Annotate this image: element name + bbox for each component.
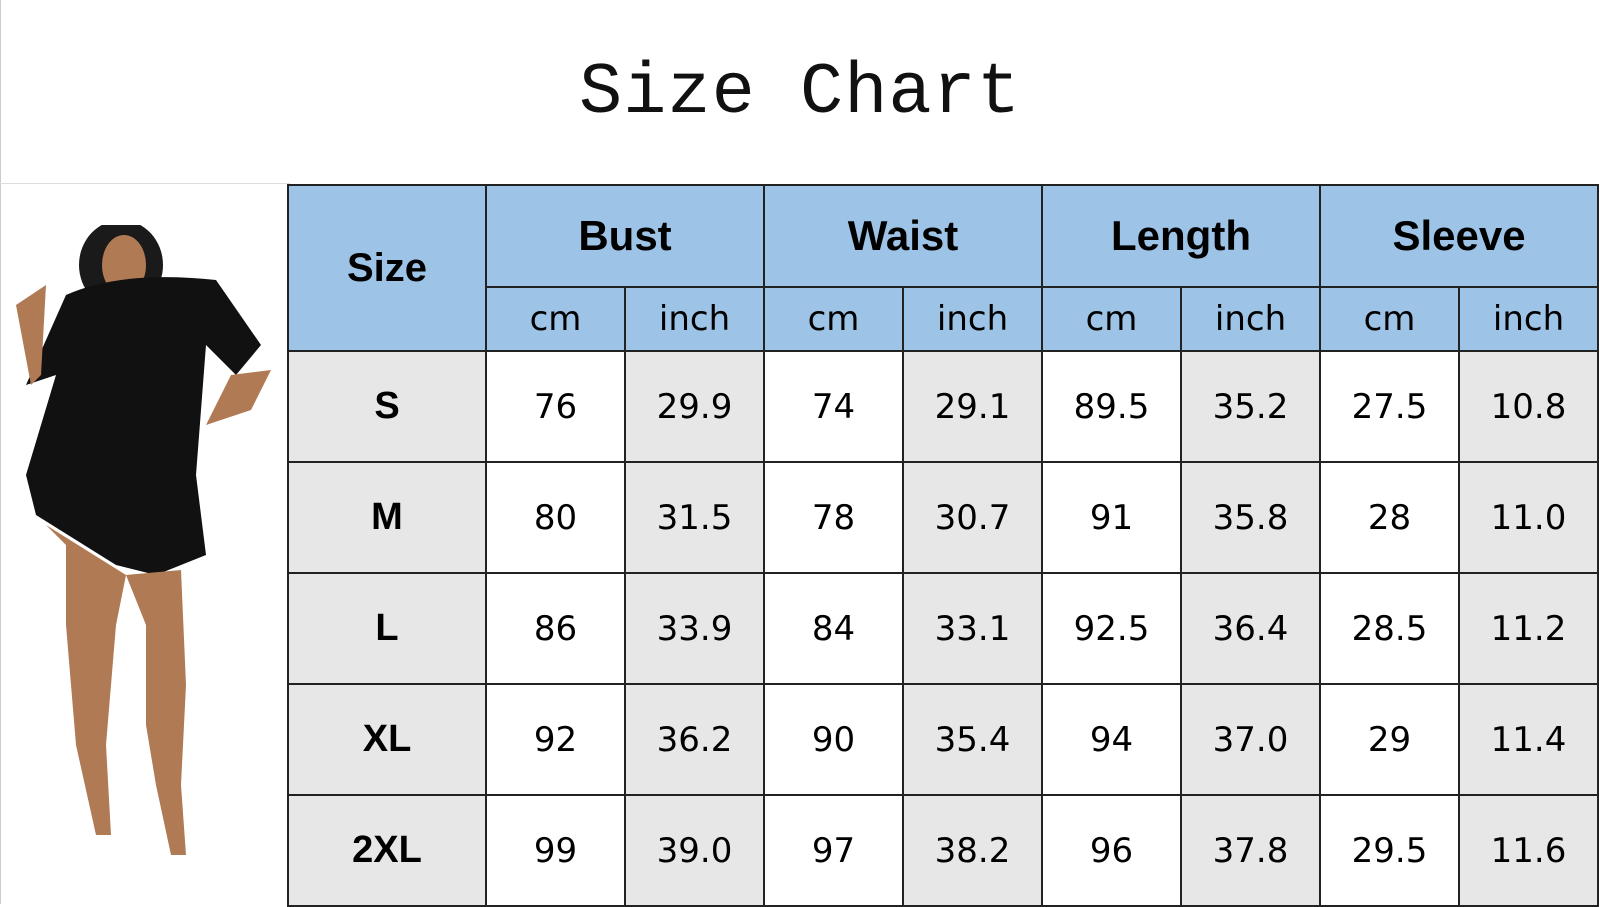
- cm-cell: 80: [485, 461, 626, 574]
- inch-cell: 33.9: [624, 572, 765, 685]
- cm-cell: 29: [1319, 683, 1460, 796]
- cm-cell: 74: [763, 350, 904, 463]
- unit-inch: inch: [1458, 286, 1599, 352]
- unit-cm: cm: [1041, 286, 1182, 352]
- sleeve-header: Sleeve: [1319, 184, 1599, 288]
- unit-inch: inch: [624, 286, 765, 352]
- unit-inch: inch: [902, 286, 1043, 352]
- inch-cell: 39.0: [624, 794, 765, 907]
- size-table: Size Bust Waist Length Sleeve cm inch cm…: [287, 184, 1599, 907]
- waist-header: Waist: [763, 184, 1043, 288]
- cm-cell: 84: [763, 572, 904, 685]
- inch-cell: 38.2: [902, 794, 1043, 907]
- cm-cell: 90: [763, 683, 904, 796]
- page-title: Size Chart: [578, 52, 1022, 134]
- cm-cell: 78: [763, 461, 904, 574]
- cm-cell: 96: [1041, 794, 1182, 907]
- cm-cell: 86: [485, 572, 626, 685]
- bust-header: Bust: [485, 184, 765, 288]
- inch-cell: 31.5: [624, 461, 765, 574]
- unit-cm: cm: [1319, 286, 1460, 352]
- inch-cell: 33.1: [902, 572, 1043, 685]
- cm-cell: 28: [1319, 461, 1460, 574]
- inch-cell: 11.0: [1458, 461, 1599, 574]
- size-cell: M: [287, 461, 487, 574]
- cm-cell: 92.5: [1041, 572, 1182, 685]
- cm-cell: 76: [485, 350, 626, 463]
- model-photo: [16, 225, 271, 855]
- inch-cell: 30.7: [902, 461, 1043, 574]
- cm-cell: 27.5: [1319, 350, 1460, 463]
- inch-cell: 35.8: [1180, 461, 1321, 574]
- inch-cell: 29.1: [902, 350, 1043, 463]
- table-row: L 86 33.9 84 33.1 92.5 36.4 28.5 11.2: [287, 572, 1599, 685]
- header-row: Size Bust Waist Length Sleeve: [287, 184, 1599, 352]
- unit-row: cm inch cm inch cm inch cm inch: [288, 286, 1599, 352]
- inch-cell: 10.8: [1458, 350, 1599, 463]
- size-header: Size: [287, 184, 487, 352]
- cm-cell: 91: [1041, 461, 1182, 574]
- inch-cell: 37.8: [1180, 794, 1321, 907]
- size-cell: S: [287, 350, 487, 463]
- inch-cell: 35.2: [1180, 350, 1321, 463]
- unit-inch: inch: [1180, 286, 1321, 352]
- inch-cell: 36.2: [624, 683, 765, 796]
- inch-cell: 37.0: [1180, 683, 1321, 796]
- size-cell: 2XL: [287, 794, 487, 907]
- table-row: XL 92 36.2 90 35.4 94 37.0 29 11.4: [287, 683, 1599, 796]
- size-cell: L: [287, 572, 487, 685]
- inch-cell: 11.4: [1458, 683, 1599, 796]
- cm-cell: 97: [763, 794, 904, 907]
- unit-cm: cm: [763, 286, 904, 352]
- cm-cell: 29.5: [1319, 794, 1460, 907]
- length-header: Length: [1041, 184, 1321, 288]
- size-cell: XL: [287, 683, 487, 796]
- inch-cell: 11.2: [1458, 572, 1599, 685]
- divider: [0, 183, 290, 184]
- cm-cell: 28.5: [1319, 572, 1460, 685]
- table-row: S 76 29.9 74 29.1 89.5 35.2 27.5 10.8: [287, 350, 1599, 463]
- inch-cell: 35.4: [902, 683, 1043, 796]
- table-row: 2XL 99 39.0 97 38.2 96 37.8 29.5 11.6: [287, 794, 1599, 907]
- cm-cell: 94: [1041, 683, 1182, 796]
- cm-cell: 99: [485, 794, 626, 907]
- inch-cell: 36.4: [1180, 572, 1321, 685]
- cm-cell: 92: [485, 683, 626, 796]
- cm-cell: 89.5: [1041, 350, 1182, 463]
- unit-cm: cm: [485, 286, 626, 352]
- table-row: M 80 31.5 78 30.7 91 35.8 28 11.0: [287, 461, 1599, 574]
- inch-cell: 29.9: [624, 350, 765, 463]
- inch-cell: 11.6: [1458, 794, 1599, 907]
